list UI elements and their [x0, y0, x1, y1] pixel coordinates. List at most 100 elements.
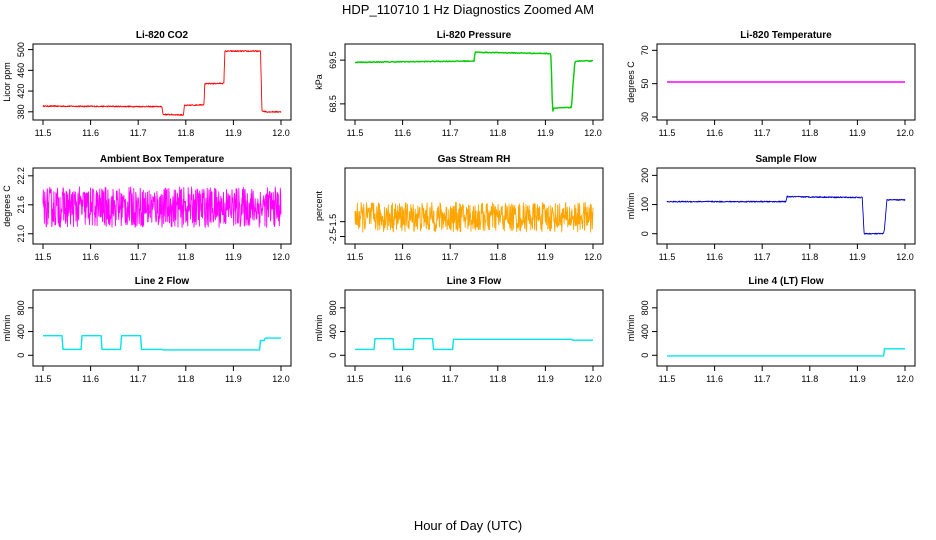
x-tick-label: 11.5 — [347, 374, 364, 384]
y-tick-label: 69.5 — [328, 51, 338, 69]
x-tick-label: 11.5 — [35, 128, 52, 138]
x-tick-label: 11.7 — [754, 374, 771, 384]
series-line — [354, 201, 594, 233]
panel-title: Line 2 Flow — [135, 276, 190, 287]
panel-2: Li-820 Temperature degrees C 11.5 11.6 11.7 1… — [626, 30, 916, 138]
x-tick-label: 11.7 — [754, 252, 771, 262]
y-tick-label: 30 — [640, 112, 650, 122]
x-tick-label: 11.6 — [394, 252, 411, 262]
y-tick-label: 0 — [16, 353, 26, 358]
x-tick-label: 12.0 — [896, 128, 914, 138]
x-tick-label: 11.7 — [442, 252, 459, 262]
x-tick-label: 11.6 — [706, 374, 723, 384]
panel-7: Line 3 Flow ml/min 11.5 11.6 11.7 11.8 11.9 12.… — [314, 276, 604, 384]
panel-0: Li-820 CO2 Licor ppm 11.5 11.6 11.7 11.8 11.9 1… — [2, 30, 292, 138]
x-tick-label: 11.6 — [82, 252, 99, 262]
series-line — [354, 51, 594, 112]
x-tick-label: 11.5 — [35, 374, 52, 384]
x-tick-label: 11.9 — [225, 374, 242, 384]
panel-8: Line 4 (LT) Flow ml/min 11.5 11.6 11.7 11.8 11… — [626, 276, 916, 384]
x-tick-label: 11.9 — [225, 128, 242, 138]
x-tick-label: 11.8 — [801, 128, 818, 138]
x-tick-label: 11.7 — [130, 252, 147, 262]
y-tick-label: 0 — [328, 353, 338, 358]
x-tick-label: 11.5 — [659, 252, 676, 262]
x-tick-label: 11.6 — [394, 128, 411, 138]
x-tick-label: 11.6 — [394, 374, 411, 384]
x-tick-label: 11.8 — [489, 374, 506, 384]
y-tick-label: 800 — [328, 300, 338, 315]
panel-title: Li-820 Temperature — [740, 30, 832, 41]
x-tick-label: 11.8 — [801, 252, 818, 262]
y-tick-label: 380 — [16, 104, 26, 119]
series-line — [42, 186, 282, 228]
figure-title: HDP_110710 1 Hz Diagnostics Zoomed AM — [342, 2, 594, 17]
y-tick-label: 800 — [16, 300, 26, 315]
panel-3: Ambient Box Temperature degrees C 11.5 11.6… — [2, 154, 292, 262]
plot-frame — [344, 167, 604, 245]
plot-frame — [656, 167, 916, 245]
x-tick-label: 12.0 — [896, 252, 914, 262]
y-tick-label: 400 — [328, 324, 338, 339]
series-line — [667, 348, 905, 357]
x-tick-label: 11.6 — [82, 128, 99, 138]
x-tick-label: 11.7 — [130, 374, 147, 384]
panel-title: Gas Stream RH — [438, 154, 511, 165]
x-tick-label: 11.6 — [706, 252, 723, 262]
x-tick-label: 12.0 — [584, 128, 602, 138]
panel-title: Li-820 Pressure — [437, 30, 512, 41]
y-axis-label: Licor ppm — [2, 62, 12, 102]
y-tick-label: 200 — [640, 168, 650, 183]
x-tick-label: 11.7 — [442, 128, 459, 138]
y-axis-label: kPa — [314, 74, 324, 90]
panel-5: Sample Flow ml/min 11.5 11.6 11.7 11.8 11.9 12.… — [626, 154, 916, 262]
x-tick-label: 12.0 — [896, 374, 914, 384]
y-axis-label: percent — [314, 190, 324, 221]
x-tick-label: 11.9 — [849, 252, 866, 262]
y-tick-label: 21.6 — [16, 196, 26, 214]
x-tick-label: 11.6 — [82, 374, 99, 384]
plot-frame — [344, 43, 604, 121]
y-axis-label: ml/min — [626, 193, 636, 220]
x-tick-label: 12.0 — [584, 374, 602, 384]
y-axis-label: degrees C — [626, 61, 636, 103]
x-tick-label: 12.0 — [272, 128, 290, 138]
x-tick-label: 11.5 — [35, 252, 52, 262]
x-tick-label: 11.5 — [659, 374, 676, 384]
x-tick-label: 11.5 — [347, 252, 364, 262]
panel-6: Line 2 Flow ml/min 11.5 11.6 11.7 11.8 11.9 12.… — [2, 276, 292, 384]
y-tick-label: -2.5 — [328, 229, 338, 245]
y-tick-label: 0 — [640, 353, 650, 358]
series-line — [666, 195, 906, 235]
x-tick-label: 11.7 — [442, 374, 459, 384]
y-tick-label: 22.2 — [16, 167, 26, 185]
plot-frame — [656, 289, 916, 367]
x-tick-label: 11.8 — [801, 374, 818, 384]
x-tick-label: 11.9 — [849, 374, 866, 384]
x-tick-label: 12.0 — [272, 374, 290, 384]
plot-frame — [344, 289, 604, 367]
y-tick-label: 0 — [640, 231, 650, 236]
y-tick-label: 460 — [16, 63, 26, 78]
y-tick-label: 400 — [16, 324, 26, 339]
y-axis-label: ml/min — [626, 315, 636, 342]
x-tick-label: 12.0 — [584, 252, 602, 262]
y-axis-label: ml/min — [2, 315, 12, 342]
x-tick-label: 11.6 — [706, 128, 723, 138]
x-tick-label: 11.8 — [489, 252, 506, 262]
panel-title: Sample Flow — [755, 154, 816, 165]
y-tick-label: 800 — [640, 300, 650, 315]
x-tick-label: 11.5 — [659, 128, 676, 138]
plot-frame — [32, 167, 292, 245]
y-tick-label: 50 — [640, 79, 650, 89]
y-tick-label: 100 — [640, 197, 650, 212]
panel-1: Li-820 Pressure kPa 11.5 11.6 11.7 11.8 11.9 12… — [314, 30, 604, 138]
y-tick-label: 68.5 — [328, 95, 338, 113]
x-tick-label: 11.9 — [537, 252, 554, 262]
x-tick-label: 11.8 — [177, 128, 194, 138]
x-tick-label: 11.8 — [177, 252, 194, 262]
plot-frame — [656, 43, 916, 121]
panel-title: Ambient Box Temperature — [100, 154, 225, 165]
x-tick-label: 11.9 — [225, 252, 242, 262]
